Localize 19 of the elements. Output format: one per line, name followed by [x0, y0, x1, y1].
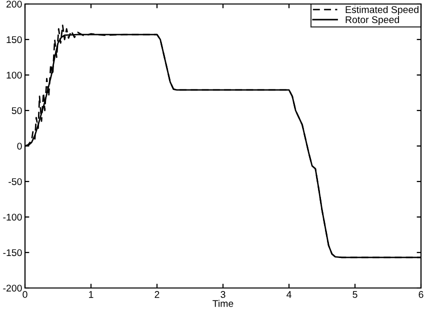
x-tick-label: 6 — [418, 291, 424, 298]
y-tick-label: -150 — [3, 249, 22, 256]
y-tick-label: 100 — [6, 72, 22, 79]
x-tick-label: 4 — [286, 291, 292, 298]
y-tick-label: -100 — [3, 214, 22, 221]
legend-label: Estimated Speed — [346, 6, 418, 16]
x-tick-label: 1 — [89, 291, 94, 298]
y-tick-label: 0 — [17, 142, 22, 150]
y-tick-label: -50 — [8, 178, 22, 186]
x-tick-label: 0 — [22, 291, 28, 298]
y-tick-label: 200 — [6, 0, 22, 8]
x-tick-label: 2 — [154, 291, 160, 298]
x-tick-label: 3 — [220, 291, 226, 298]
y-tick-label: 50 — [12, 107, 22, 114]
legend-label: Rotor Speed — [346, 16, 399, 26]
y-tick-label: -200 — [3, 284, 22, 292]
y-tick-label: 150 — [6, 36, 22, 44]
x-tick-label: 5 — [352, 291, 358, 298]
x-axis-title: Time — [212, 300, 234, 307]
